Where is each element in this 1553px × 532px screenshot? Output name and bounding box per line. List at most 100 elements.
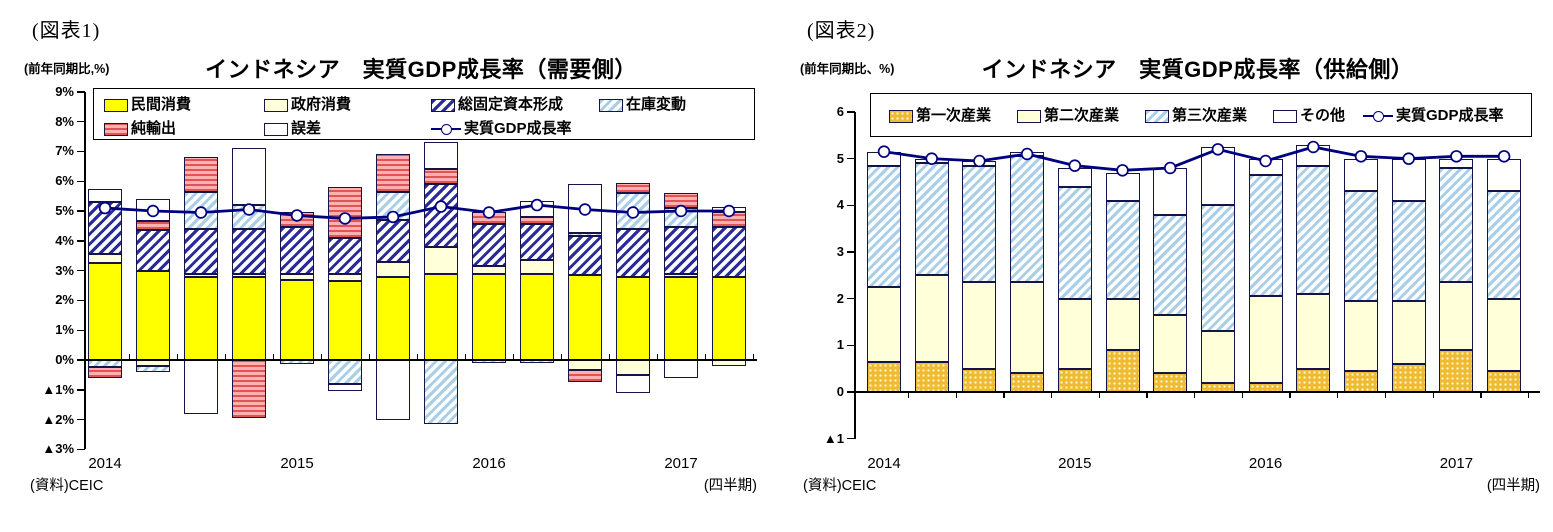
bar-segment-primary-industry-2015Q1 (1057, 368, 1092, 392)
bar-segment-tertiary-industry-2015Q4 (1200, 205, 1235, 332)
bar-segment-net-exports-2016Q3 (568, 370, 602, 383)
quarter-tick (513, 354, 515, 360)
legend-label: 純輸出 (131, 120, 177, 137)
y-axis-tick (77, 240, 85, 242)
y-axis-tick (847, 111, 855, 113)
bar-segment-gross-fixed-capital-formation-2016Q3 (568, 236, 602, 276)
bar-segment-government-consumption-2015Q2 (328, 273, 362, 282)
bar-segment-error-2014Q1 (88, 188, 122, 203)
bar-segment-net-exports-2016Q2 (520, 216, 554, 225)
bar-segment-net-exports-2015Q4 (424, 169, 458, 185)
y-tick-label: ▲2% (42, 411, 74, 427)
legend-swatch-icon (1017, 109, 1041, 123)
bar-segment-gross-fixed-capital-formation-2015Q4 (424, 184, 458, 247)
bar-segment-tertiary-industry-2015Q3 (1153, 214, 1188, 315)
bar-segment-others-2016Q2 (1296, 144, 1331, 166)
bar-segment-net-exports-2016Q4 (616, 182, 650, 194)
legend-swatch-icon (599, 98, 623, 112)
bar-segment-error-2016Q4 (616, 374, 650, 393)
bar-segment-inventory-change-2015Q3 (376, 191, 410, 220)
quarter-tick (1241, 392, 1244, 398)
bar-segment-net-exports-2017Q1 (664, 193, 698, 208)
bar-segment-tertiary-industry-2016Q4 (1391, 200, 1426, 301)
bar-segment-inventory-change-2015Q4 (424, 360, 458, 425)
y-axis-tick (847, 391, 855, 393)
bar-segment-government-consumption-2015Q3 (376, 261, 410, 277)
bar-segment-error-2015Q3 (376, 360, 410, 420)
bar-segment-secondary-industry-2016Q2 (1296, 293, 1331, 369)
bar-segment-others-2015Q3 (1153, 167, 1188, 215)
bar-segment-government-consumption-2017Q2 (712, 360, 746, 366)
bar-segment-net-exports-2016Q1 (472, 212, 506, 225)
bar-segment-inventory-change-2017Q1 (664, 208, 698, 228)
bar-segment-error-2014Q2 (136, 199, 170, 222)
y-tick-label: 6 (836, 103, 844, 119)
bar-segment-error-2014Q4 (232, 148, 266, 206)
quarter-tick (1003, 392, 1005, 398)
bar-segment-private-consumption-2017Q1 (664, 276, 698, 360)
bar-segment-tertiary-industry-2016Q3 (1344, 191, 1378, 301)
legend-item-3: 在庫変動 (599, 96, 686, 114)
quarter-tick (657, 354, 659, 360)
bar-segment-net-exports-2015Q1 (280, 212, 314, 228)
legend-label: 民間消費 (131, 96, 192, 113)
x-tick-label-2017: 2017 (1439, 455, 1474, 472)
quarter-tick (225, 354, 227, 360)
figure-2-title: インドネシア 実質GDP成長率（供給側） (981, 57, 1414, 82)
bar-segment-gross-fixed-capital-formation-2017Q2 (712, 227, 746, 277)
y-axis-tick (847, 204, 855, 207)
bar-segment-inventory-change-2015Q2 (328, 360, 362, 384)
bar-segment-secondary-industry-2016Q4 (1391, 300, 1426, 364)
figure-1-source-label: (資料)CEIC (30, 478, 104, 494)
bar-segment-government-consumption-2017Q1 (664, 273, 698, 277)
bar-segment-secondary-industry-2014Q3 (962, 282, 997, 369)
quarter-tick (907, 392, 910, 398)
legend-label: 第二次産業 (1044, 107, 1120, 124)
bar-segment-private-consumption-2017Q2 (712, 276, 746, 360)
bar-segment-secondary-industry-2015Q2 (1105, 298, 1140, 350)
legend-label: 第三次産業 (1172, 107, 1248, 124)
y-axis-tick (847, 158, 855, 160)
y-tick-label: 5% (55, 203, 74, 218)
y-axis-tick (77, 210, 85, 212)
bar-segment-tertiary-industry-2017Q1 (1439, 167, 1474, 283)
y-axis-tick (847, 298, 855, 300)
bar-segment-government-consumption-2016Q1 (472, 266, 506, 274)
bar-segment-private-consumption-2014Q3 (184, 276, 218, 360)
quarter-tick (1337, 392, 1339, 398)
bar-segment-gross-fixed-capital-formation-2015Q3 (376, 219, 410, 262)
bar-segment-gross-fixed-capital-formation-2014Q2 (136, 230, 170, 271)
y-axis-tick (847, 344, 855, 347)
quarter-tick (465, 354, 467, 360)
quarter-tick (705, 354, 707, 360)
bar-segment-error-2015Q4 (424, 142, 458, 170)
bar-segment-gross-fixed-capital-formation-2014Q4 (232, 228, 266, 274)
bar-segment-primary-industry-2015Q3 (1153, 373, 1188, 392)
bar-segment-others-2016Q4 (1391, 158, 1426, 201)
y-tick-label: 1 (836, 337, 844, 353)
bar-segment-government-consumption-2014Q4 (232, 273, 266, 277)
bar-segment-gross-fixed-capital-formation-2015Q1 (280, 227, 314, 274)
y-axis-tick (77, 121, 85, 123)
legend-swatch-icon (104, 122, 128, 136)
bar-segment-secondary-industry-2014Q4 (1010, 282, 1045, 374)
legend-label: 政府消費 (291, 96, 352, 113)
bar-segment-secondary-industry-2015Q1 (1057, 298, 1092, 369)
bar-segment-primary-industry-2014Q4 (1010, 373, 1045, 392)
quarter-tick (955, 392, 957, 398)
y-axis-tick (77, 150, 85, 153)
bar-segment-secondary-industry-2016Q1 (1248, 296, 1283, 383)
x-axis-zero-line (84, 359, 757, 361)
bar-segment-gross-fixed-capital-formation-2017Q1 (664, 227, 698, 274)
legend-item-4: 純輸出 (104, 120, 176, 138)
gdp-line-legend-marker-icon (1363, 109, 1393, 123)
x-tick-label-2014: 2014 (88, 455, 122, 472)
bar-segment-private-consumption-2015Q3 (376, 276, 410, 360)
bar-segment-primary-industry-2016Q2 (1296, 368, 1331, 392)
x-tick-label-2014: 2014 (867, 455, 901, 472)
legend-swatch-icon (104, 98, 128, 112)
legend-item-1: 第二次産業 (1017, 107, 1119, 125)
figure-1-title: インドネシア 実質GDP成長率（需要側） (205, 57, 637, 82)
bar-segment-tertiary-industry-2014Q1 (867, 165, 901, 287)
